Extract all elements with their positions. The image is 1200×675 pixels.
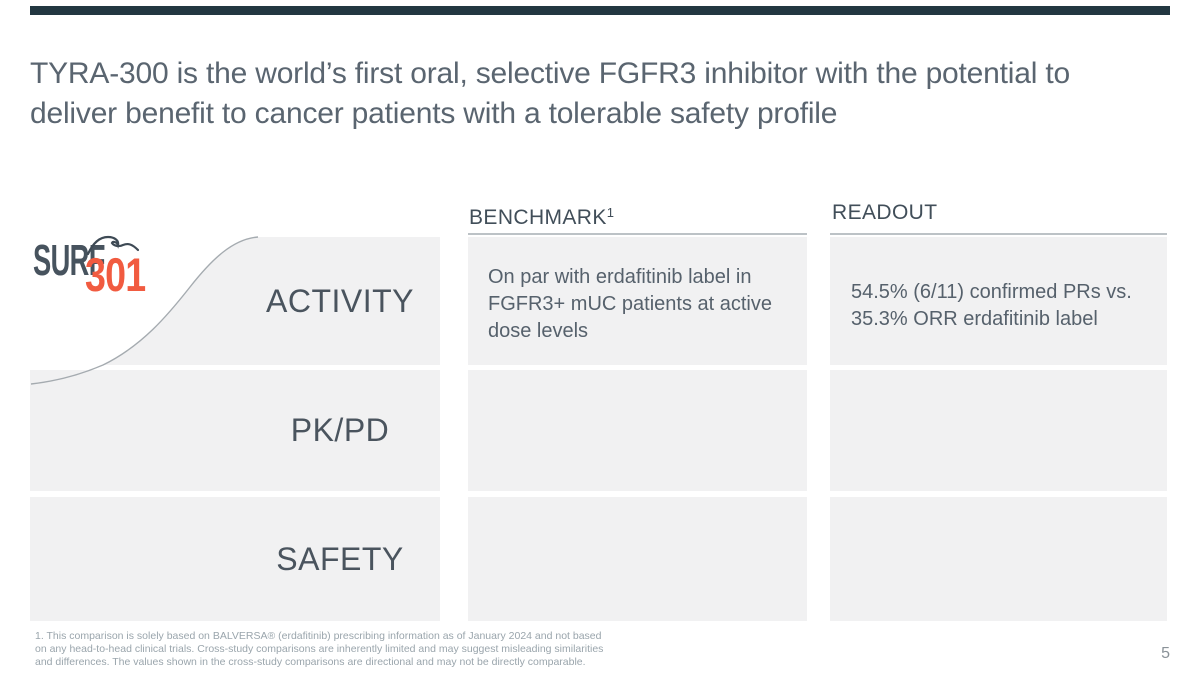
wave-icon [87,235,139,256]
surf-curve-shape [30,236,440,385]
safety-readout-box [830,497,1167,621]
row-label-pkpd: PK/PD [290,412,390,448]
pkpd-row-left-box [30,370,440,491]
activity-benchmark-text: On par with erdafitinib label in FGFR3+ … [488,266,772,342]
pkpd-benchmark-box [468,370,807,491]
readout-column-header: READOUT [832,201,937,225]
top-accent-bar [30,6,1170,15]
activity-readout-text: 54.5% (6/11) confirmed PRs vs. 35.3% ORR… [851,281,1132,330]
row-label-activity: ACTIVITY [265,282,414,319]
logo-301-text: 301 [85,248,146,301]
readout-header-divider [830,233,1167,235]
readout-header-label: READOUT [832,201,938,224]
safety-benchmark-box [468,497,807,621]
safety-row-left-box [30,497,440,621]
footnote: 1. This comparison is solely based on BA… [35,630,604,668]
benchmark-column-header: BENCHMARK1 [469,201,614,230]
surf301-logo: SURF 301 [33,235,193,310]
activity-readout-box [830,237,1167,365]
page-title: TYRA-300 is the world’s first oral, sele… [30,57,1070,130]
row-label-safety: SAFETY [276,540,404,577]
activity-benchmark-box [468,237,807,365]
page-number: 5 [1161,645,1170,662]
benchmark-header-divider [468,233,807,235]
benchmark-header-label: BENCHMARK [469,206,607,229]
benchmark-footnote-marker: 1 [606,205,615,220]
pkpd-readout-box [830,370,1167,491]
